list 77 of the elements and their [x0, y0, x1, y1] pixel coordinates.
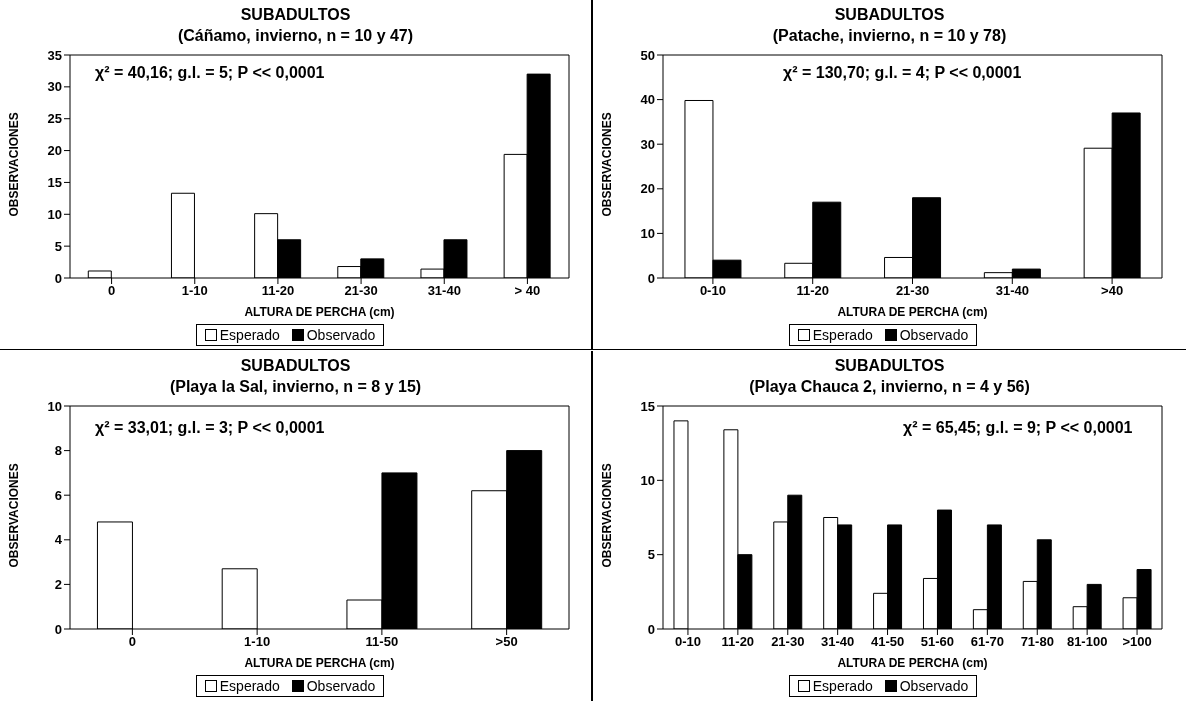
y-tick-label: 5 — [54, 238, 62, 254]
legend-label: Observado — [899, 327, 969, 343]
y-tick-label: 10 — [47, 398, 62, 414]
y-tick-label: 10 — [47, 206, 62, 222]
x-tick-label: 0-10 — [674, 634, 701, 650]
y-axis-title: OBSERVACIONES — [600, 463, 615, 568]
legend-label: Esperado — [812, 327, 873, 343]
x-tick-label: 41-50 — [870, 634, 905, 650]
x-axis-title: ALTURA DE PERCHA (cm) — [244, 656, 395, 670]
x-tick-label: > 40 — [514, 283, 541, 299]
y-tick-label: 50 — [640, 47, 655, 63]
y-tick-label: 10 — [640, 472, 655, 488]
legend-label: Esperado — [219, 678, 280, 694]
y-tick-label: 0 — [647, 270, 655, 286]
x-tick-label: 21-30 — [771, 634, 805, 650]
x-axis-title: ALTURA DE PERCHA (cm) — [837, 305, 988, 319]
legend-label: Esperado — [812, 678, 873, 694]
legend-label: Esperado — [219, 327, 280, 343]
y-tick-label: 30 — [640, 136, 655, 152]
x-tick-label: 1-10 — [244, 634, 271, 650]
x-tick-label: 31-40 — [821, 634, 855, 650]
y-tick-label: 30 — [47, 79, 62, 95]
chart-title: SUBADULTOS — [833, 5, 946, 25]
x-tick-label: 0 — [107, 283, 116, 299]
x-tick-label: 31-40 — [427, 283, 461, 299]
x-tick-label: 51-60 — [920, 634, 955, 650]
x-tick-label: 11-20 — [796, 283, 829, 299]
y-tick-label: 25 — [47, 111, 62, 127]
annotation: χ² = 65,45; g.l. = 9; P << 0,0001 — [903, 419, 1133, 437]
x-tick-label: 21-30 — [895, 283, 930, 299]
x-tick-label: 81-100 — [1066, 634, 1108, 650]
legend-label: Observado — [306, 327, 376, 343]
y-tick-label: 0 — [647, 621, 655, 637]
y-axis-title: OBSERVACIONES — [600, 112, 615, 217]
y-tick-label: 4 — [54, 532, 63, 548]
y-tick-label: 10 — [640, 226, 655, 242]
x-tick-label: 21-30 — [344, 283, 378, 299]
chart-title: SUBADULTOS — [833, 356, 946, 376]
x-tick-label: 31-40 — [995, 283, 1029, 299]
x-tick-label: 71-80 — [1020, 634, 1054, 650]
x-axis-title: ALTURA DE PERCHA (cm) — [244, 305, 395, 319]
x-tick-label: 1-10 — [181, 283, 208, 299]
y-axis-title: OBSERVACIONES — [7, 112, 22, 217]
x-tick-label: 61-70 — [970, 634, 1004, 650]
y-tick-label: 40 — [640, 92, 655, 108]
x-tick-label: >40 — [1101, 283, 1124, 299]
y-tick-label: 15 — [640, 398, 655, 414]
y-tick-label: 2 — [54, 577, 62, 593]
x-tick-label: >100 — [1122, 634, 1152, 650]
chart-subtitle: (Playa Chauca 2, invierno, n = 4 y 56) — [748, 377, 1031, 397]
x-axis-title: ALTURA DE PERCHA (cm) — [837, 656, 988, 670]
x-tick-label: 0 — [128, 634, 136, 650]
y-tick-label: 35 — [47, 47, 62, 63]
x-tick-label: 11-20 — [261, 283, 295, 299]
x-tick-label: 11-20 — [721, 634, 755, 650]
x-tick-label: 0-10 — [699, 283, 726, 299]
chart-subtitle: (Patache, invierno, n = 10 y 78) — [771, 26, 1008, 46]
y-tick-label: 0 — [54, 621, 62, 637]
y-tick-label: 5 — [647, 547, 655, 563]
y-tick-label: 6 — [54, 487, 62, 503]
chart-title: SUBADULTOS — [239, 5, 352, 25]
legend-label: Observado — [306, 678, 376, 694]
y-tick-label: 0 — [54, 270, 62, 286]
x-tick-label: 11-50 — [365, 634, 399, 650]
chart-subtitle: (Cáñamo, invierno, n = 10 y 47) — [176, 26, 415, 46]
annotation: χ² = 40,16; g.l. = 5; P << 0,0001 — [95, 64, 325, 82]
x-tick-label: >50 — [495, 634, 518, 650]
y-tick-label: 8 — [54, 443, 62, 459]
annotation: χ² = 130,70; g.l. = 4; P << 0,0001 — [783, 64, 1022, 82]
annotation: χ² = 33,01; g.l. = 3; P << 0,0001 — [95, 419, 325, 437]
y-tick-label: 15 — [47, 175, 62, 191]
chart-title: SUBADULTOS — [239, 356, 352, 376]
legend-label: Observado — [899, 678, 969, 694]
chart-subtitle: (Playa la Sal, invierno, n = 8 y 15) — [168, 377, 423, 397]
y-tick-label: 20 — [640, 181, 655, 197]
y-tick-label: 20 — [47, 143, 62, 159]
y-axis-title: OBSERVACIONES — [7, 463, 22, 568]
